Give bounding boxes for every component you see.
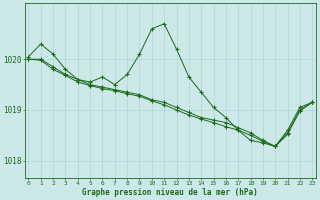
X-axis label: Graphe pression niveau de la mer (hPa): Graphe pression niveau de la mer (hPa) bbox=[83, 188, 258, 197]
